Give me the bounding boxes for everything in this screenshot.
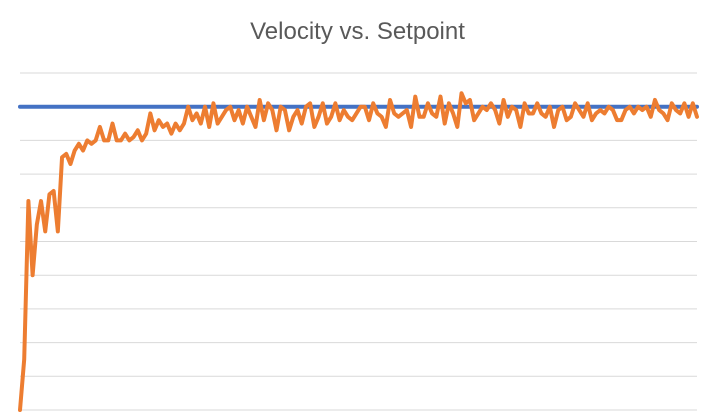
gridlines (20, 72, 697, 411)
series-layer (18, 91, 699, 412)
chart-title: Velocity vs. Setpoint (250, 18, 465, 45)
series-line-2 (18, 91, 699, 412)
